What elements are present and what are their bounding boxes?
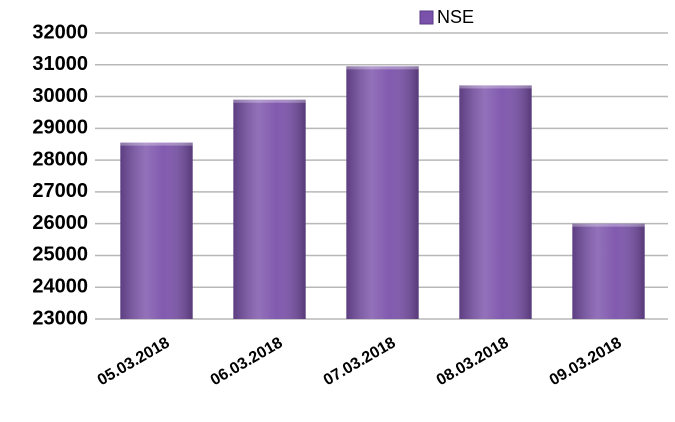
y-tick-label: 27000	[32, 180, 88, 202]
y-tick-label: 23000	[32, 307, 88, 329]
x-tick-label: 09.03.2018	[547, 334, 625, 389]
bar-top	[233, 99, 306, 103]
bar-top	[459, 85, 532, 89]
y-tick-label: 28000	[32, 148, 88, 170]
bar-top	[572, 223, 645, 227]
bar	[459, 85, 532, 319]
bar	[233, 99, 306, 319]
y-tick-label: 32000	[32, 21, 88, 43]
y-tick-label: 24000	[32, 276, 88, 298]
y-tick-label: 25000	[32, 244, 88, 266]
legend-label: NSE	[437, 7, 474, 27]
bar-top	[120, 142, 193, 146]
y-tick-label: 31000	[32, 53, 88, 75]
x-tick-label: 05.03.2018	[95, 334, 173, 389]
bar-top	[346, 66, 419, 70]
y-tick-label: 30000	[32, 85, 88, 107]
x-tick-label: 06.03.2018	[208, 334, 286, 389]
x-tick-label: 08.03.2018	[434, 334, 512, 389]
bar	[346, 66, 419, 319]
legend-swatch	[419, 10, 434, 25]
y-tick-label: 29000	[32, 117, 88, 139]
bar	[120, 142, 193, 319]
x-tick-label: 07.03.2018	[321, 334, 399, 389]
bar	[572, 223, 645, 319]
y-tick-label: 26000	[32, 212, 88, 234]
